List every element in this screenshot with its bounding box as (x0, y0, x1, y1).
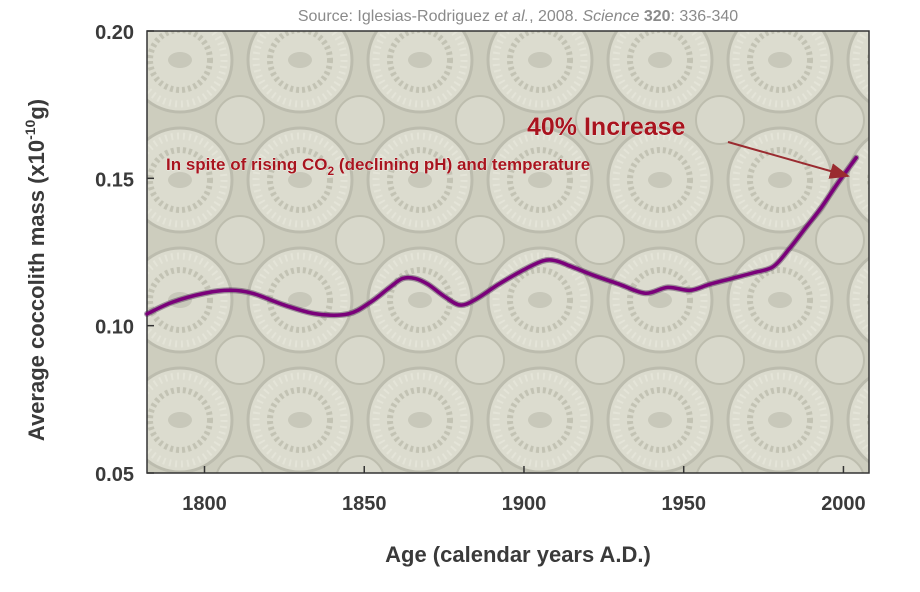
y-axis-label-exp: -10 (22, 119, 38, 139)
annotation-spite: In spite of rising CO2 (declining pH) an… (166, 155, 590, 178)
source-volume: 320 (644, 8, 671, 25)
axis-ticks (147, 30, 845, 474)
y-tick-label: 0.10 (95, 317, 134, 339)
plot-background (147, 31, 869, 473)
source-journal: Science (582, 8, 639, 25)
y-axis-label-base: Average coccolith mass (x10 (24, 140, 49, 441)
y-tick-label: 0.15 (95, 169, 134, 191)
x-tick-label: 1900 (502, 493, 547, 515)
y-tick-label: 0.05 (95, 464, 134, 486)
x-tick-label: 1950 (661, 493, 706, 515)
plot-frame (146, 30, 870, 474)
annotation-increase: 40% Increase (527, 113, 686, 141)
series-line (145, 155, 858, 317)
source-prefix: Source: Iglesias-Rodriguez (298, 8, 495, 25)
annotation-spite-post: (declining pH) and temperature (334, 155, 590, 174)
x-axis-label: Age (calendar years A.D.) (385, 542, 651, 567)
axis-tick-labels: 1800 1850 1900 1950 2000 0.05 0.10 0.15 0.20 (95, 22, 866, 515)
x-tick-label: 2000 (821, 493, 866, 515)
x-tick-label: 1800 (182, 493, 227, 515)
source-pages: : 336-340 (671, 8, 739, 25)
source-citation: Source: Iglesias-Rodriguez et al., 2008.… (298, 8, 738, 25)
y-axis-label: Average coccolith mass (x10-10g) (22, 99, 49, 441)
source-etal: et al. (494, 8, 529, 25)
annotation-spite-sub: 2 (328, 164, 335, 178)
annotation-spite-pre: In spite of rising CO (166, 155, 328, 174)
annotation-arrow (727, 141, 850, 179)
x-tick-label: 1850 (342, 493, 387, 515)
y-tick-label: 0.20 (95, 22, 134, 44)
source-year: , 2008. (529, 8, 582, 25)
y-axis-label-unit: g) (24, 99, 49, 120)
